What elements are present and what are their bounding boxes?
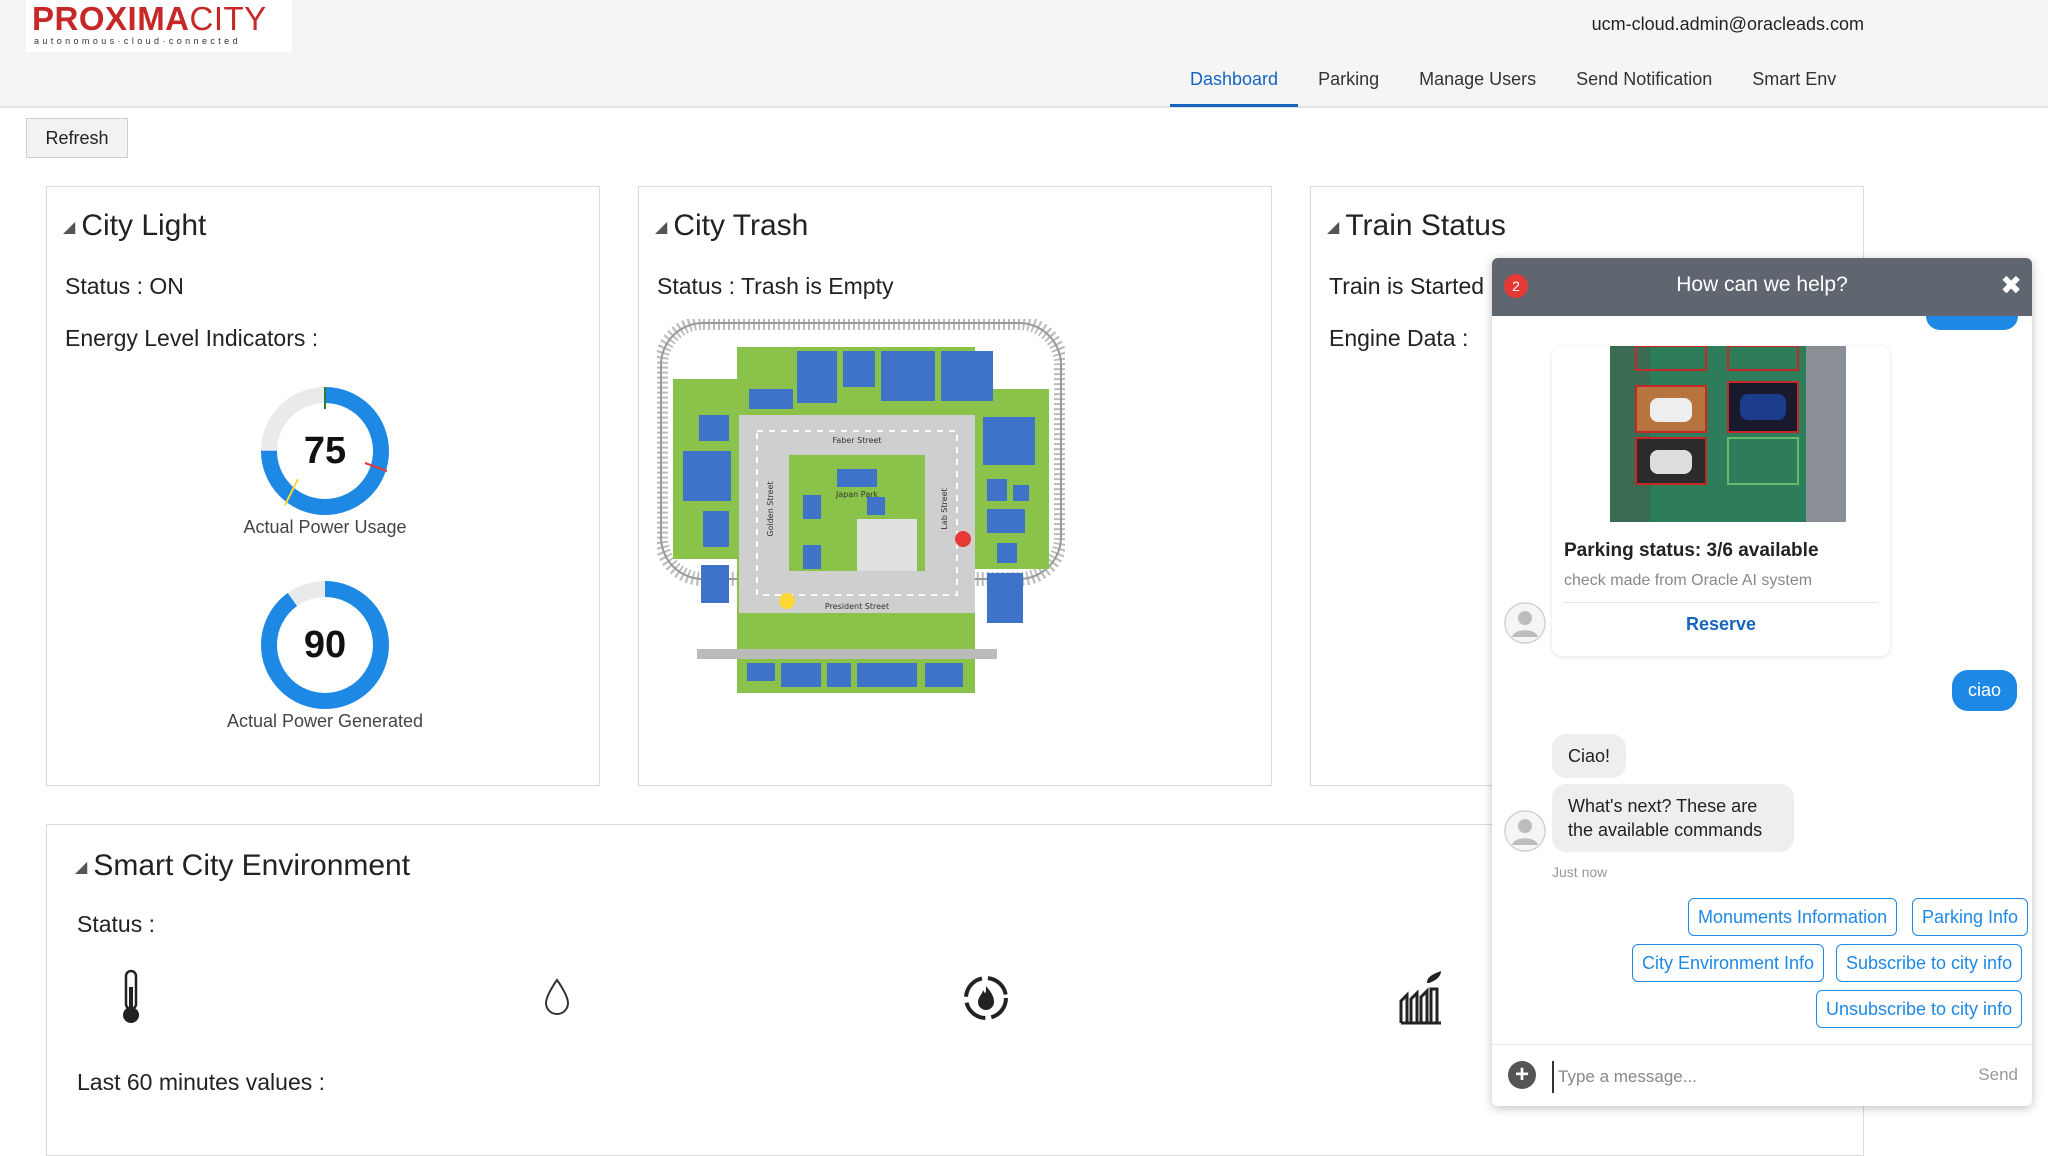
- power-generated-label: Actual Power Generated: [226, 711, 424, 731]
- collapse-triangle-icon[interactable]: ◢: [63, 219, 76, 237]
- chat-message-input[interactable]: [1552, 1061, 1920, 1093]
- command-monuments-information[interactable]: Monuments Information: [1688, 898, 1898, 936]
- panel-title[interactable]: ◢ City Light: [63, 209, 206, 243]
- engine-data-label: Engine Data :: [1329, 325, 1469, 351]
- message-timestamp: Just now: [1552, 864, 1608, 880]
- user-email[interactable]: ucm-cloud.admin@oracleads.com: [1591, 14, 1864, 34]
- previous-user-bubble: [1926, 316, 2018, 330]
- collapse-triangle-icon[interactable]: ◢: [1327, 219, 1340, 237]
- panel-title[interactable]: ◢ City Trash: [655, 209, 808, 243]
- smart-env-title: Smart City Environment: [93, 849, 411, 882]
- city-light-status: Status : ON: [65, 273, 184, 299]
- main-nav: Dashboard Parking Manage Users Send Noti…: [1170, 66, 1856, 107]
- bot-avatar: [1504, 810, 1546, 852]
- parking-status-subtitle: check made from Oracle AI system: [1564, 572, 1813, 589]
- chat-input-bar: + Send: [1492, 1044, 2032, 1106]
- user-message-bubble: ciao: [1952, 670, 2018, 711]
- tab-manage-users[interactable]: Manage Users: [1419, 69, 1537, 89]
- map-park-label: Japan Park: [835, 490, 879, 499]
- command-parking-info[interactable]: Parking Info: [1912, 898, 2029, 936]
- city-light-panel: ◢ City Light Status : ON Energy Level Ind…: [46, 186, 600, 786]
- train-status-title: Train Status: [1345, 209, 1506, 242]
- bot-message-bubble: What's next? These are the available com…: [1552, 784, 1794, 852]
- water-drop-icon: [544, 978, 570, 1015]
- proximacity-logo[interactable]: PROXIMACITY autonomous·cloud·connected: [26, 0, 292, 52]
- tab-send-notification[interactable]: Send Notification: [1576, 69, 1713, 89]
- fire-icon: [964, 976, 1008, 1020]
- chat-title: How can we help?: [1676, 273, 1848, 296]
- trash-bin-marker-yellow[interactable]: [779, 593, 795, 609]
- chat-header: 2 How can we help? ✖: [1492, 258, 2032, 316]
- power-usage-label: Actual Power Usage: [243, 517, 407, 537]
- power-generated-gauge: 90: [261, 581, 389, 709]
- parking-camera-image: [1610, 346, 1846, 522]
- trash-bin-marker-red[interactable]: [955, 531, 971, 547]
- city-trash-panel: ◢ City Trash Status : Trash is Empty: [638, 186, 1272, 786]
- command-subscribe-city-info[interactable]: Subscribe to city info: [1836, 944, 2023, 982]
- tab-smart-env[interactable]: Smart Env: [1752, 69, 1837, 89]
- logo-tagline: autonomous·cloud·connected: [34, 36, 241, 46]
- tab-parking[interactable]: Parking: [1318, 69, 1380, 89]
- user-silhouette-icon: [1504, 810, 1546, 852]
- user-silhouette-icon: [1504, 602, 1546, 644]
- parking-status-card: Parking status: 3/6 available check made…: [1552, 346, 1890, 656]
- command-city-environment-info[interactable]: City Environment Info: [1632, 944, 1825, 982]
- logo-text-1: PROXIMA: [32, 0, 190, 37]
- smart-env-status-label: Status :: [77, 911, 155, 937]
- bot-message-bubble: Ciao!: [1552, 734, 1627, 778]
- city-light-title: City Light: [81, 209, 207, 242]
- power-generated-value: 90: [304, 624, 346, 666]
- parking-status-title: Parking status: 3/6 available: [1564, 540, 1819, 561]
- thermometer-icon: [123, 969, 139, 1023]
- city-trash-status: Status : Trash is Empty: [657, 273, 894, 299]
- panel-title[interactable]: ◢ Smart City Environment: [75, 849, 410, 883]
- command-unsubscribe-city-info[interactable]: Unsubscribe to city info: [1816, 990, 2023, 1028]
- chat-widget: 2 How can we help? ✖ Parking status: 3/6…: [1492, 258, 2032, 1106]
- card-divider: [1564, 602, 1878, 603]
- energy-level-label: Energy Level Indicators :: [65, 325, 319, 351]
- plus-icon[interactable]: +: [1508, 1061, 1536, 1089]
- map-street-north: Faber Street: [833, 436, 882, 445]
- power-usage-value: 75: [304, 430, 346, 472]
- map-street-south: President Street: [825, 602, 889, 611]
- city-map: Faber Street President Street Japan Park…: [657, 319, 1065, 693]
- power-usage-gauge: 75: [261, 387, 389, 515]
- collapse-triangle-icon[interactable]: ◢: [75, 859, 88, 877]
- city-trash-title: City Trash: [673, 209, 809, 242]
- map-street-east: Lab Street: [940, 488, 949, 529]
- last-60-minutes-label: Last 60 minutes values :: [77, 1069, 326, 1095]
- close-icon[interactable]: ✖: [2000, 270, 2022, 300]
- app-header: PROXIMACITY autonomous·cloud·connected u…: [0, 0, 2048, 108]
- chat-unread-badge: 2: [1504, 274, 1528, 298]
- tab-dashboard[interactable]: Dashboard: [1170, 66, 1299, 107]
- train-status-text: Train is Started: [1329, 273, 1485, 299]
- reserve-button[interactable]: Reserve: [1685, 614, 1757, 634]
- panel-title[interactable]: ◢ Train Status: [1327, 209, 1506, 243]
- logo-text-2: CITY: [189, 0, 267, 37]
- factory-icon: [1399, 971, 1441, 1025]
- bot-avatar: [1504, 602, 1546, 644]
- send-button[interactable]: Send: [1978, 1065, 2018, 1084]
- collapse-triangle-icon[interactable]: ◢: [655, 219, 668, 237]
- refresh-button[interactable]: Refresh: [26, 118, 128, 158]
- map-street-west: Golden Street: [766, 481, 775, 536]
